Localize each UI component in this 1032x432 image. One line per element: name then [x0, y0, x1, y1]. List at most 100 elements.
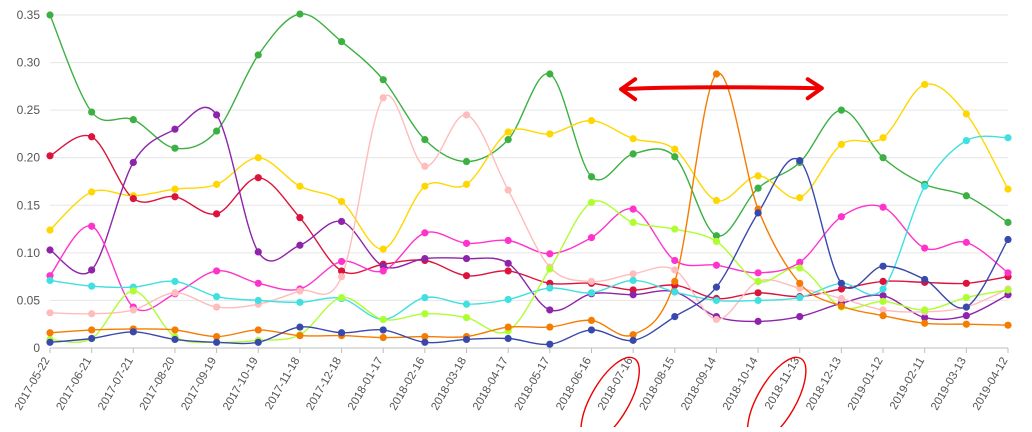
x-tick-label: 2017-11-18 — [263, 356, 302, 412]
data-point-9 — [296, 323, 304, 331]
data-point-5 — [88, 310, 96, 318]
data-point-5 — [171, 289, 179, 297]
data-point-4 — [921, 244, 929, 252]
data-point-4 — [462, 239, 471, 247]
x-tick-label: 2017-12-18 — [304, 356, 344, 413]
data-point-8 — [712, 70, 721, 78]
data-point-0 — [129, 116, 137, 124]
data-point-0 — [296, 10, 304, 18]
data-point-9 — [129, 328, 137, 336]
series-line-6 — [49, 135, 1009, 321]
data-point-0 — [379, 76, 387, 84]
data-point-6 — [1004, 134, 1012, 142]
y-tick-label: 0.20 — [17, 151, 41, 165]
data-point-7 — [921, 306, 929, 314]
data-point-2 — [754, 289, 762, 297]
data-point-1 — [796, 194, 804, 202]
data-point-2 — [879, 277, 887, 285]
data-point-4 — [712, 261, 721, 269]
data-point-0 — [213, 127, 221, 135]
data-point-6 — [754, 296, 762, 305]
data-point-4 — [546, 250, 554, 258]
data-point-2 — [962, 279, 970, 287]
data-point-0 — [629, 150, 637, 158]
data-point-7 — [796, 264, 804, 272]
data-point-8 — [629, 331, 637, 339]
x-tick-label: 2018-04-17 — [471, 356, 511, 413]
data-point-0 — [337, 38, 346, 46]
data-point-1 — [462, 180, 471, 188]
x-tick-label: 2017-06-21 — [54, 356, 94, 413]
data-point-7 — [712, 237, 721, 246]
data-point-2 — [129, 195, 137, 203]
data-point-9 — [337, 329, 346, 337]
data-point-4 — [796, 258, 804, 266]
data-point-2 — [171, 193, 179, 201]
x-tick-label: 2017-10-19 — [221, 356, 261, 413]
x-tick-label: 2019-04-12 — [971, 356, 1011, 413]
data-point-8 — [1004, 321, 1012, 329]
data-point-9 — [462, 335, 471, 344]
data-point-4 — [629, 205, 637, 213]
x-tick-label: 2018-06-16 — [554, 356, 594, 413]
y-tick-label: 0.10 — [17, 246, 41, 260]
grid — [49, 14, 1009, 353]
data-point-7 — [379, 315, 387, 324]
data-point-3 — [296, 241, 304, 249]
data-point-9 — [254, 338, 262, 346]
annotation-arrowhead-left — [619, 77, 638, 102]
data-point-3 — [421, 254, 429, 263]
data-point-0 — [962, 192, 970, 200]
data-point-5 — [712, 315, 721, 324]
data-point-3 — [796, 313, 804, 321]
data-point-7 — [1004, 286, 1012, 294]
x-tick-label: 2018-05-17 — [513, 356, 553, 413]
annotation-circle — [746, 356, 807, 432]
series-line-4 — [49, 204, 1009, 312]
data-point-0 — [421, 136, 429, 144]
y-tick-label: 0 — [33, 341, 40, 355]
series-line-2 — [49, 134, 1009, 300]
data-point-3 — [88, 266, 96, 274]
data-point-0 — [754, 184, 762, 192]
data-point-9 — [837, 279, 845, 287]
data-point-6 — [712, 296, 721, 305]
data-point-1 — [671, 145, 679, 153]
data-point-0 — [88, 108, 96, 116]
data-point-3 — [504, 259, 512, 267]
annotations — [580, 77, 824, 432]
data-point-6 — [213, 293, 221, 301]
series-line-3 — [49, 106, 1009, 323]
y-tick-label: 0.15 — [17, 198, 41, 212]
data-point-1 — [546, 130, 554, 138]
data-point-3 — [962, 312, 970, 320]
data-point-9 — [921, 275, 929, 284]
data-point-0 — [587, 173, 596, 181]
x-tick-label: 2018-03-18 — [429, 356, 469, 413]
data-point-5 — [587, 277, 596, 285]
data-point-3 — [629, 291, 637, 299]
x-tick-label: 2019-02-11 — [888, 356, 927, 412]
data-point-7 — [629, 218, 637, 227]
data-point-8 — [671, 277, 679, 285]
data-point-9 — [171, 335, 179, 344]
data-point-8 — [921, 319, 929, 327]
data-point-5 — [337, 273, 346, 281]
data-point-3 — [129, 158, 137, 167]
data-point-3 — [754, 317, 762, 325]
data-point-7 — [879, 297, 887, 305]
data-point-2 — [837, 285, 845, 293]
x-tick-label: 2018-12-13 — [804, 356, 844, 413]
data-point-9 — [754, 209, 762, 217]
data-point-9 — [629, 336, 637, 344]
data-point-0 — [546, 70, 554, 78]
data-point-2 — [296, 214, 304, 222]
x-tick-label: 2018-10-14 — [721, 355, 761, 412]
data-point-6 — [546, 284, 554, 292]
data-point-2 — [462, 272, 471, 280]
data-point-7 — [587, 198, 596, 207]
data-point-8 — [296, 332, 304, 340]
data-point-0 — [671, 153, 679, 161]
